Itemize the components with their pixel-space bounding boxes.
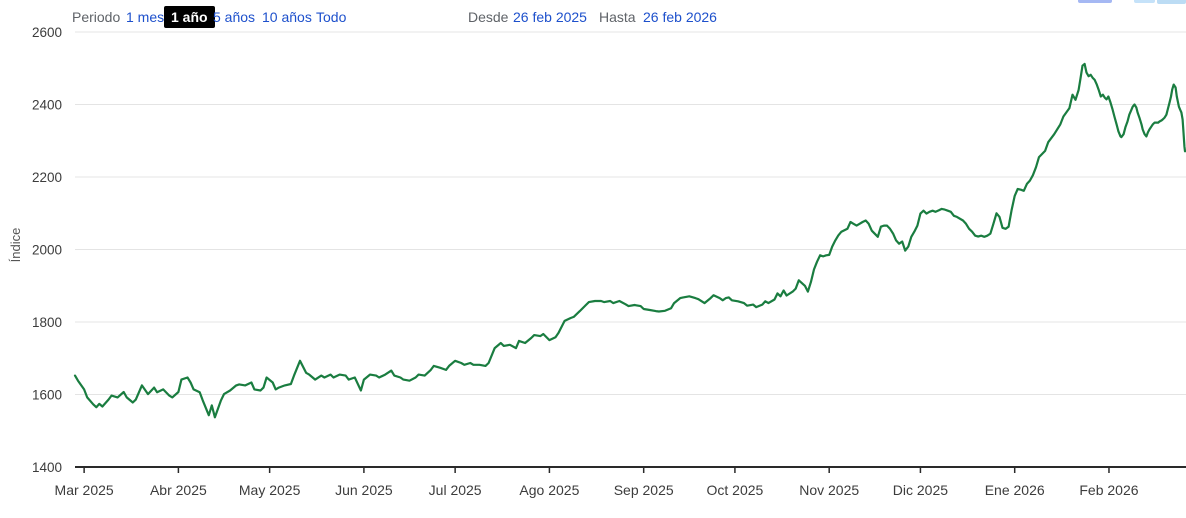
x-tick-label-feb-2026: Feb 2026	[1079, 482, 1138, 498]
y-tick-label-1400: 1400	[32, 460, 62, 475]
x-tick-label-sep-2025: Sep 2025	[614, 482, 674, 498]
hasta-date-field[interactable]: 26 feb 2026	[643, 9, 717, 25]
y-tick-label-1600: 1600	[32, 388, 62, 403]
desde-label: Desde	[468, 9, 509, 25]
x-tick-label-oct-2025: Oct 2025	[707, 482, 764, 498]
period-label: Periodo	[72, 9, 121, 25]
y-tick-label-2200: 2200	[32, 170, 62, 185]
x-tick-label-mar-2025: Mar 2025	[55, 482, 114, 498]
hasta-label: Hasta	[599, 9, 636, 25]
y-tick-label-2000: 2000	[32, 243, 62, 258]
y-axis-title: Índice	[8, 228, 23, 263]
x-tick-label-ene-2026: Ene 2026	[985, 482, 1045, 498]
x-tick-label-dic-2025: Dic 2025	[893, 482, 948, 498]
x-tick-label-nov-2025: Nov 2025	[799, 482, 859, 498]
period-option-5anos[interactable]: 5 años	[213, 9, 256, 25]
desde-date-field[interactable]: 26 feb 2025	[513, 9, 587, 25]
x-tick-label-jul-2025: Jul 2025	[429, 482, 482, 498]
partial-icon-2[interactable]	[1134, 0, 1155, 3]
y-tick-label-2400: 2400	[32, 98, 62, 113]
partial-icon-1[interactable]	[1078, 0, 1112, 3]
period-option-todo[interactable]: Todo	[316, 9, 347, 25]
x-tick-label-jun-2025: Jun 2025	[335, 482, 393, 498]
y-tick-label-1800: 1800	[32, 315, 62, 330]
y-tick-label-2600: 2600	[32, 25, 62, 40]
chart-toolbar: Periodo 1 mes 1 año 5 años 10 años Todo …	[0, 0, 1186, 32]
period-option-1ano-selected[interactable]: 1 año	[164, 6, 215, 28]
x-tick-label-ago-2025: Ago 2025	[519, 482, 579, 498]
index-series-line[interactable]	[73, 62, 1186, 419]
x-tick-label-may-2025: May 2025	[239, 482, 301, 498]
partial-icon-3[interactable]	[1157, 0, 1186, 4]
period-option-10anos[interactable]: 10 años	[262, 9, 312, 25]
x-tick-label-abr-2025: Abr 2025	[150, 482, 207, 498]
period-option-1mes[interactable]: 1 mes	[126, 9, 165, 25]
